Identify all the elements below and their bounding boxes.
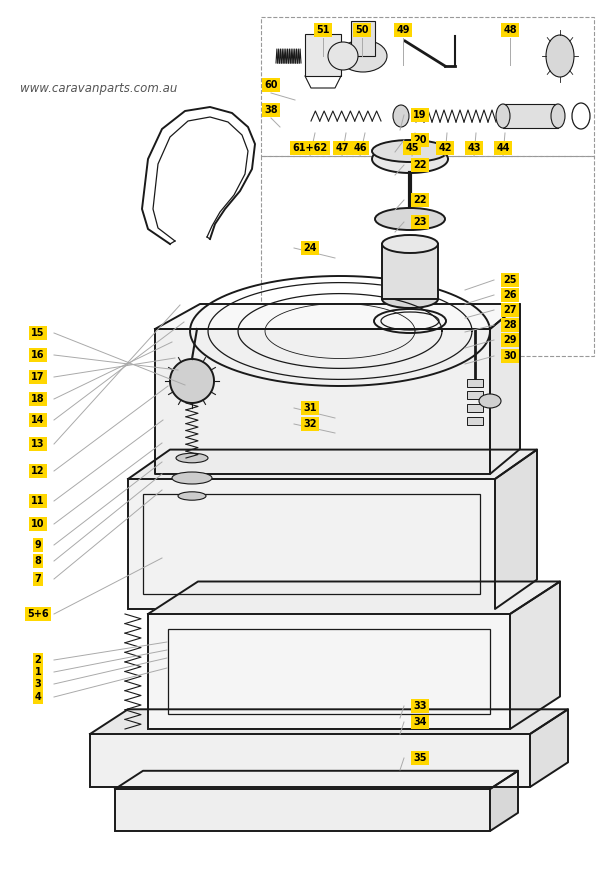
Text: 18: 18 xyxy=(31,394,45,404)
Text: www.caravanparts.com.au: www.caravanparts.com.au xyxy=(20,83,178,95)
Text: 38: 38 xyxy=(264,105,278,115)
Bar xyxy=(168,629,490,714)
Bar xyxy=(467,379,483,387)
Text: 32: 32 xyxy=(303,419,317,429)
Text: 48: 48 xyxy=(503,25,517,35)
Polygon shape xyxy=(115,771,518,789)
Bar xyxy=(467,417,483,425)
Bar xyxy=(128,479,495,609)
Text: 34: 34 xyxy=(413,717,427,727)
Bar xyxy=(261,156,594,356)
Text: 4: 4 xyxy=(35,692,41,702)
Text: 3: 3 xyxy=(35,679,41,689)
Text: 13: 13 xyxy=(31,439,45,449)
Ellipse shape xyxy=(496,104,510,128)
Text: 47: 47 xyxy=(335,143,349,153)
Text: 61+62: 61+62 xyxy=(292,143,328,153)
Text: 30: 30 xyxy=(503,351,517,361)
Text: 1: 1 xyxy=(35,667,41,677)
Text: 22: 22 xyxy=(413,160,427,170)
Bar xyxy=(382,244,438,299)
Polygon shape xyxy=(490,771,518,831)
Bar xyxy=(351,21,375,56)
Text: 26: 26 xyxy=(503,290,517,300)
Text: 50: 50 xyxy=(355,25,369,35)
Text: 7: 7 xyxy=(35,574,41,584)
Text: 60: 60 xyxy=(264,80,278,90)
Ellipse shape xyxy=(551,104,565,128)
Ellipse shape xyxy=(375,208,445,230)
Text: 17: 17 xyxy=(31,372,45,382)
Polygon shape xyxy=(128,449,537,479)
Text: 44: 44 xyxy=(496,143,510,153)
Ellipse shape xyxy=(382,235,438,253)
Bar xyxy=(261,17,594,156)
Text: 28: 28 xyxy=(503,320,517,330)
Text: 46: 46 xyxy=(353,143,367,153)
Bar xyxy=(115,789,490,831)
Text: 51: 51 xyxy=(316,25,330,35)
Text: 42: 42 xyxy=(438,143,452,153)
Text: 23: 23 xyxy=(413,217,427,227)
Text: 19: 19 xyxy=(413,110,427,120)
Polygon shape xyxy=(490,304,520,474)
Ellipse shape xyxy=(328,42,358,70)
Polygon shape xyxy=(170,359,214,403)
Text: 15: 15 xyxy=(31,328,45,338)
Ellipse shape xyxy=(382,290,438,308)
Polygon shape xyxy=(372,145,448,173)
Polygon shape xyxy=(495,449,537,609)
Text: 10: 10 xyxy=(31,519,45,529)
Bar xyxy=(148,614,510,729)
Bar xyxy=(305,34,341,76)
Bar xyxy=(467,404,483,412)
Bar xyxy=(143,494,480,594)
Ellipse shape xyxy=(372,140,448,162)
Polygon shape xyxy=(148,581,560,614)
Text: 2: 2 xyxy=(35,655,41,665)
Text: 29: 29 xyxy=(503,335,517,345)
Polygon shape xyxy=(90,709,568,734)
Text: 24: 24 xyxy=(303,243,317,253)
Ellipse shape xyxy=(479,394,501,408)
Text: 11: 11 xyxy=(31,496,45,506)
Text: 20: 20 xyxy=(413,135,427,145)
Text: 33: 33 xyxy=(413,701,427,711)
Text: 27: 27 xyxy=(503,305,517,315)
Text: 35: 35 xyxy=(413,753,427,763)
Ellipse shape xyxy=(172,472,212,484)
Text: 43: 43 xyxy=(467,143,481,153)
Ellipse shape xyxy=(176,454,208,463)
Polygon shape xyxy=(155,304,520,329)
Text: 8: 8 xyxy=(35,556,41,566)
Text: 9: 9 xyxy=(35,540,41,550)
Text: 31: 31 xyxy=(303,403,317,413)
Polygon shape xyxy=(530,709,568,787)
Bar xyxy=(467,391,483,399)
Polygon shape xyxy=(510,581,560,729)
Ellipse shape xyxy=(178,492,206,501)
Text: 22: 22 xyxy=(413,195,427,205)
Bar xyxy=(90,734,530,787)
Bar xyxy=(503,104,558,128)
Text: 49: 49 xyxy=(396,25,410,35)
Ellipse shape xyxy=(393,105,409,127)
Text: 12: 12 xyxy=(31,466,45,476)
Text: 5+6: 5+6 xyxy=(27,609,49,619)
Text: 16: 16 xyxy=(31,350,45,360)
Text: 14: 14 xyxy=(31,415,45,425)
Polygon shape xyxy=(155,329,490,474)
Text: 25: 25 xyxy=(503,275,517,285)
Text: 45: 45 xyxy=(405,143,419,153)
Ellipse shape xyxy=(546,35,574,77)
Ellipse shape xyxy=(339,40,387,72)
